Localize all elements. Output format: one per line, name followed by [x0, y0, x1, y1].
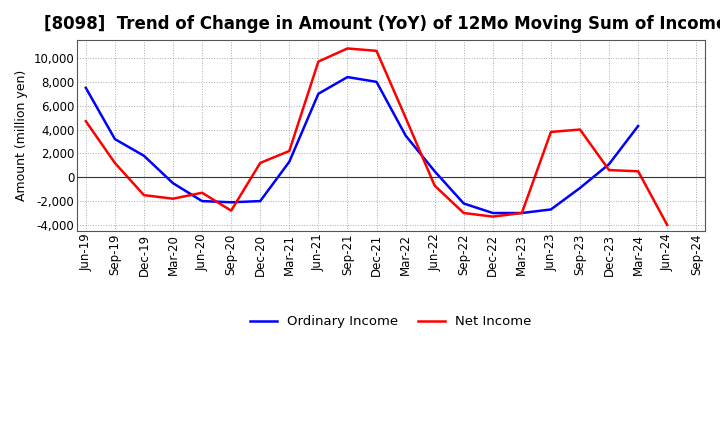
Ordinary Income	[198, 198, 207, 204]
Ordinary Income	[518, 210, 526, 216]
Ordinary Income	[111, 136, 120, 142]
Ordinary Income	[256, 198, 264, 204]
Net Income	[256, 160, 264, 165]
Net Income	[546, 129, 555, 135]
Legend: Ordinary Income, Net Income: Ordinary Income, Net Income	[246, 310, 537, 334]
Ordinary Income	[314, 91, 323, 96]
Net Income	[488, 214, 497, 219]
Ordinary Income	[227, 200, 235, 205]
Line: Ordinary Income: Ordinary Income	[86, 77, 638, 213]
Net Income	[285, 148, 294, 154]
Net Income	[518, 210, 526, 216]
Ordinary Income	[343, 74, 352, 80]
Ordinary Income	[168, 180, 177, 186]
Ordinary Income	[140, 153, 148, 158]
Net Income	[459, 210, 468, 216]
Line: Net Income: Net Income	[86, 48, 667, 225]
Net Income	[343, 46, 352, 51]
Ordinary Income	[285, 159, 294, 165]
Net Income	[198, 190, 207, 195]
Ordinary Income	[431, 169, 439, 174]
Ordinary Income	[546, 207, 555, 212]
Net Income	[314, 59, 323, 64]
Net Income	[634, 169, 642, 174]
Net Income	[663, 222, 672, 227]
Net Income	[576, 127, 585, 132]
Net Income	[431, 183, 439, 188]
Ordinary Income	[576, 185, 585, 191]
Net Income	[140, 192, 148, 198]
Net Income	[401, 115, 410, 120]
Ordinary Income	[634, 123, 642, 128]
Net Income	[227, 208, 235, 213]
Ordinary Income	[401, 133, 410, 138]
Net Income	[605, 168, 613, 173]
Ordinary Income	[605, 161, 613, 167]
Ordinary Income	[488, 210, 497, 216]
Net Income	[111, 160, 120, 165]
Net Income	[372, 48, 381, 54]
Ordinary Income	[459, 201, 468, 206]
Ordinary Income	[81, 85, 90, 91]
Title: [8098]  Trend of Change in Amount (YoY) of 12Mo Moving Sum of Incomes: [8098] Trend of Change in Amount (YoY) o…	[45, 15, 720, 33]
Y-axis label: Amount (million yen): Amount (million yen)	[15, 70, 28, 201]
Net Income	[81, 118, 90, 124]
Net Income	[168, 196, 177, 202]
Ordinary Income	[372, 79, 381, 84]
